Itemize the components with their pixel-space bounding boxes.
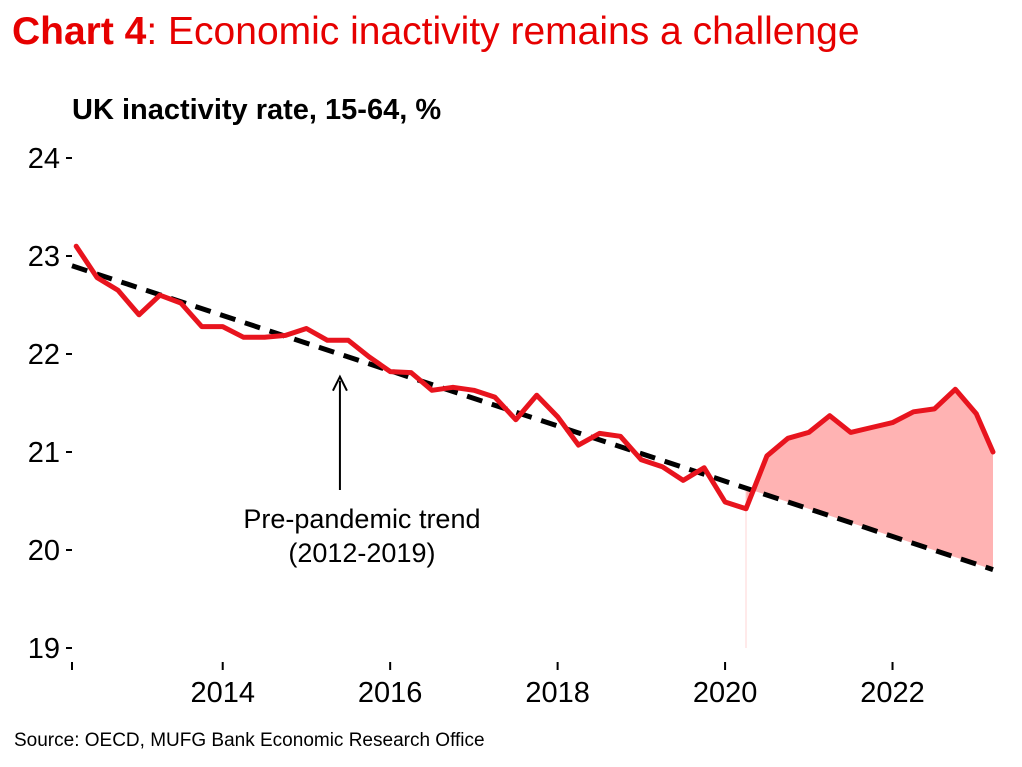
- annotation-arrow-head: [332, 374, 348, 392]
- x-tick-label: 2016: [358, 677, 423, 709]
- y-tick-label: 19: [28, 633, 60, 665]
- inactivity-rate-line: [73, 243, 996, 512]
- chart-title: Chart 4: Economic inactivity remains a c…: [12, 8, 860, 56]
- x-tick-label: 2020: [693, 677, 758, 709]
- x-tick-label: 2014: [190, 677, 255, 709]
- y-tick-label: 23: [28, 241, 60, 273]
- chart-title-text: : Economic inactivity remains a challeng…: [146, 10, 860, 53]
- annotation-text-line2: (2012-2019): [288, 538, 435, 568]
- x-tick-label: 2018: [525, 677, 590, 709]
- x-tick-label: 2022: [860, 677, 925, 709]
- trend-line-dashed: [71, 263, 994, 572]
- y-tick-label: 24: [28, 143, 60, 175]
- y-tick-label: 21: [28, 437, 60, 469]
- y-tick-label: 20: [28, 535, 60, 567]
- gap-shaded-area: [746, 389, 993, 570]
- y-tick-label: 22: [28, 339, 60, 371]
- annotation-text-line1: Pre-pandemic trend: [243, 504, 480, 534]
- chart-subtitle: UK inactivity rate, 15-64, %: [72, 94, 442, 126]
- chart-number: Chart 4: [12, 10, 147, 53]
- source-note: Source: OECD, MUFG Bank Economic Researc…: [14, 730, 485, 751]
